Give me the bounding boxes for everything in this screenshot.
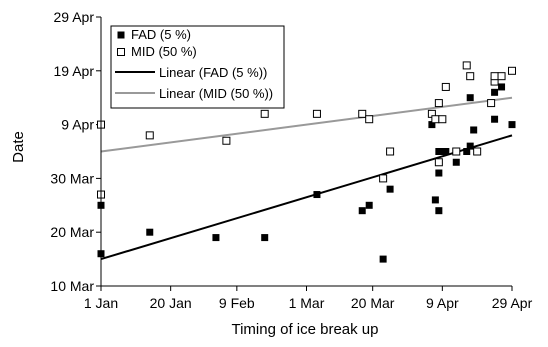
fad-point <box>466 94 474 102</box>
mid-point <box>312 109 321 118</box>
fad-point <box>491 115 499 123</box>
x-tick-label: 1 Jan <box>84 295 118 311</box>
mid-point <box>490 72 499 81</box>
fad-point <box>498 83 506 91</box>
fad-point <box>261 234 269 242</box>
mid-point <box>487 99 496 108</box>
mid-point <box>497 72 506 81</box>
y-tick-label: 29 Apr <box>54 9 95 25</box>
legend-marker-fad <box>117 31 125 39</box>
x-tick-label: 1 Mar <box>289 295 325 311</box>
x-tick-label: 9 Feb <box>219 295 255 311</box>
y-tick-label: 30 Mar <box>50 170 94 186</box>
legend-label-mid-linear: Linear (MID (50 %)) <box>159 86 273 101</box>
fad-point <box>313 191 321 199</box>
trendlines <box>100 96 513 261</box>
fad-point <box>442 148 450 155</box>
x-axis-title: Timing of ice break up <box>231 321 378 338</box>
fad-point <box>508 121 516 129</box>
mid-point <box>358 109 367 118</box>
mid-point <box>441 82 450 91</box>
fad-point <box>435 207 443 215</box>
fad-point <box>146 228 154 236</box>
y-tick-label: 19 Apr <box>54 63 95 79</box>
legend-label-fad: FAD (5 %) <box>131 27 191 42</box>
trendline-fad <box>100 134 513 261</box>
fad-point <box>358 207 366 215</box>
fad-point <box>379 255 387 263</box>
fad-point <box>435 169 443 177</box>
x-tick-label: 20 Mar <box>351 295 395 311</box>
x-tick-label: 20 Jan <box>150 295 192 311</box>
mid-point <box>508 66 516 75</box>
y-axis-title: Date <box>10 131 27 163</box>
fad-point <box>463 148 471 155</box>
trendline-mid <box>100 96 513 153</box>
mid-point <box>438 115 447 124</box>
fad-point <box>452 158 460 166</box>
mid-point <box>365 115 374 124</box>
mid-point <box>145 131 154 140</box>
y-tick-label: 20 Mar <box>50 224 94 240</box>
legend-box <box>110 25 285 109</box>
legend-label-mid: MID (50 %) <box>131 44 197 59</box>
fad-point <box>428 121 436 129</box>
mid-point <box>434 158 443 167</box>
mid-point <box>462 61 471 70</box>
fad-point <box>365 201 373 209</box>
x-axis-ticks: 1 Jan 20 Jan 9 Feb 1 Mar 20 Mar 9 Apr 29 Apr <box>84 286 533 311</box>
mid-point <box>452 147 461 156</box>
mid-point <box>260 109 269 118</box>
x-tick-label: 9 Apr <box>426 295 459 311</box>
mid-point <box>466 72 475 81</box>
fad-point <box>470 126 478 134</box>
mid-point <box>379 174 388 183</box>
legend: FAD (5 %) MID (50 %) Linear (FAD (5 %)) … <box>110 25 285 109</box>
legend-label-fad-linear: Linear (FAD (5 %)) <box>159 65 267 80</box>
fad-point <box>431 196 439 204</box>
mid-point <box>431 115 440 124</box>
legend-marker-mid <box>117 48 125 56</box>
mid-point <box>386 147 395 156</box>
y-axis-ticks: 10 Mar 20 Mar 30 Mar 9 Apr 19 Apr 29 Apr <box>50 9 101 294</box>
fad-point <box>386 185 394 193</box>
mid-point <box>222 136 231 145</box>
y-tick-label: 9 Apr <box>61 117 94 133</box>
y-tick-label: 10 Mar <box>50 278 94 294</box>
mid-point <box>473 147 482 156</box>
x-tick-label: 29 Apr <box>492 295 533 311</box>
mid-point <box>434 99 443 108</box>
fad-point <box>212 234 220 242</box>
fad-point <box>466 142 474 150</box>
fad-point <box>491 88 499 96</box>
